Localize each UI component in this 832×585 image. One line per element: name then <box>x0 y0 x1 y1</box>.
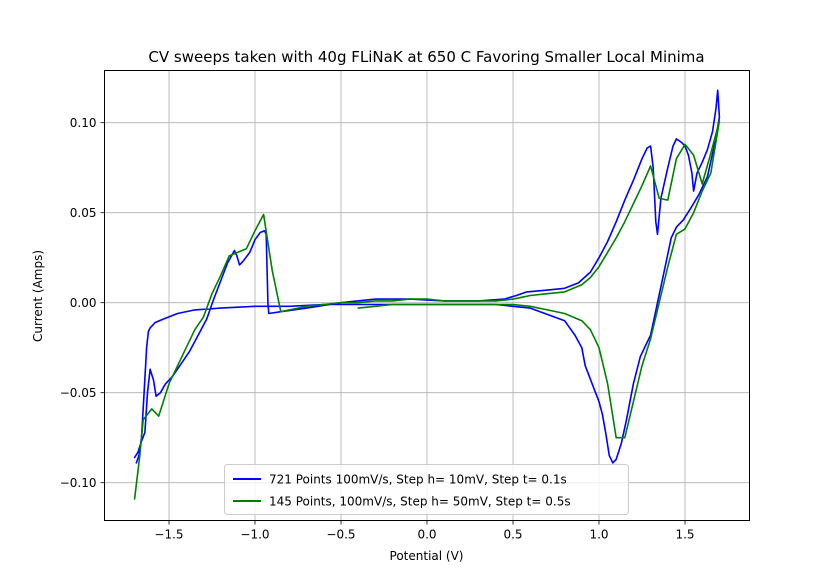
legend-entry-145-points: 145 Points, 100mV/s, Step h= 50mV, Step … <box>269 495 571 509</box>
x-tick-label: −1.5 <box>154 528 183 542</box>
x-tick-label: 1.0 <box>589 528 608 542</box>
y-tick-label: −0.10 <box>60 476 97 490</box>
y-tick-label: 0.05 <box>70 206 97 220</box>
series-line-green-145-points <box>133 120 721 500</box>
x-tick-label: 0.0 <box>417 528 436 542</box>
x-axis: −1.5 −1.0 −0.5 0.0 0.5 1.0 1.5 <box>154 520 695 542</box>
x-tick-label: −1.0 <box>240 528 269 542</box>
series-lines <box>133 89 721 500</box>
x-tick-label: 0.5 <box>503 528 522 542</box>
series-line-blue-721-points <box>133 89 721 464</box>
legend-entry-721-points: 721 Points 100mV/s, Step h= 10mV, Step t… <box>269 473 567 487</box>
x-axis-label: Potential (V) <box>390 549 464 563</box>
y-axis-label: Current (Amps) <box>31 250 45 342</box>
chart-title: CV sweeps taken with 40g FLiNaK at 650 C… <box>148 48 704 66</box>
y-tick-label: 0.00 <box>70 296 97 310</box>
y-tick-label: −0.05 <box>60 386 97 400</box>
legend: 721 Points 100mV/s, Step h= 10mV, Step t… <box>224 464 629 515</box>
y-tick-label: 0.10 <box>70 116 97 130</box>
x-tick-label: 1.5 <box>675 528 694 542</box>
legend-box <box>224 464 629 515</box>
grid-lines <box>104 70 750 521</box>
x-tick-label: −0.5 <box>326 528 355 542</box>
y-axis: −0.10 −0.05 0.00 0.05 0.10 <box>60 116 105 490</box>
